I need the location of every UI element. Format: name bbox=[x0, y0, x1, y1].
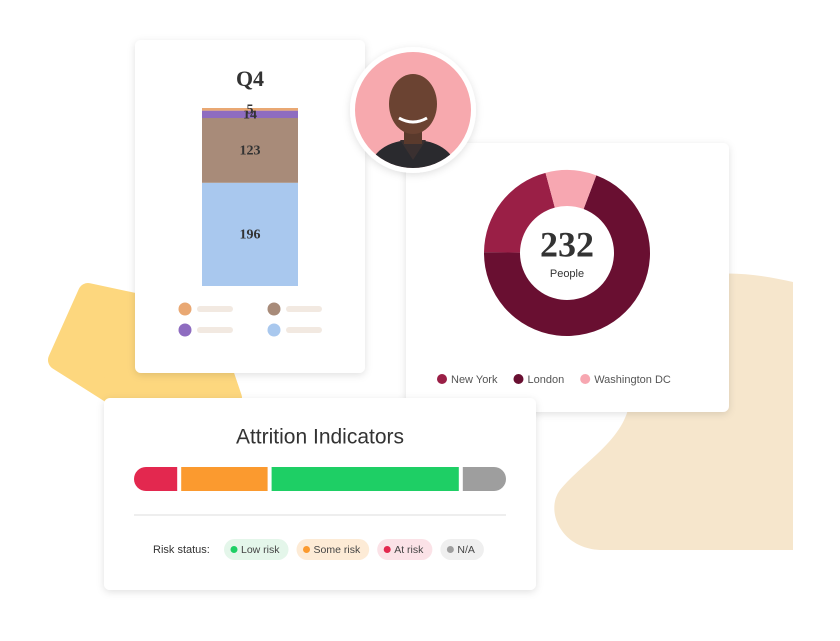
legend-placeholder bbox=[197, 306, 233, 312]
legend-placeholder bbox=[197, 327, 233, 333]
bar-segment bbox=[202, 118, 298, 183]
legend-label: N/A bbox=[457, 544, 475, 556]
data-label: 5 bbox=[247, 103, 254, 118]
legend-label: Low risk bbox=[241, 544, 280, 556]
legend-swatch bbox=[513, 374, 524, 384]
legend-swatch bbox=[267, 323, 281, 337]
legend-pill bbox=[440, 539, 484, 560]
bar-segment bbox=[202, 108, 298, 111]
legend-swatch bbox=[303, 546, 311, 553]
legend-label: At risk bbox=[394, 544, 424, 556]
legend-title: Risk status: bbox=[153, 544, 210, 556]
bar-segment bbox=[134, 467, 178, 491]
donut-slice bbox=[484, 172, 555, 253]
bar-segment bbox=[462, 467, 506, 491]
legend-swatch bbox=[230, 546, 238, 553]
legend-pill bbox=[296, 539, 370, 560]
data-label: 196 bbox=[240, 228, 261, 243]
legend-swatch bbox=[178, 323, 192, 337]
bar-segment bbox=[202, 110, 298, 119]
legend-swatch bbox=[383, 546, 391, 553]
donut-card bbox=[406, 143, 729, 412]
legend-label: London bbox=[527, 374, 564, 386]
data-label: 123 bbox=[240, 144, 261, 159]
legend-pill bbox=[377, 539, 433, 560]
donut-center-label: People bbox=[550, 268, 584, 280]
bar-segment bbox=[202, 182, 298, 286]
legend-swatch bbox=[437, 374, 447, 384]
legend-pill bbox=[224, 539, 289, 560]
legend-placeholder bbox=[286, 327, 322, 333]
legend-swatch bbox=[267, 302, 281, 316]
legend-label: New York bbox=[451, 374, 498, 386]
donut-center-value: 232 bbox=[540, 224, 594, 264]
legend-swatch bbox=[580, 374, 591, 384]
legend-swatch bbox=[178, 302, 192, 316]
attrition-bar bbox=[134, 467, 506, 491]
legend-placeholder bbox=[286, 306, 322, 312]
chart-title: Attrition Indicators bbox=[236, 426, 404, 449]
legend-label: Some risk bbox=[314, 544, 361, 556]
legend-swatch bbox=[446, 546, 454, 553]
data-label: 14 bbox=[243, 108, 257, 123]
avatar bbox=[350, 47, 476, 173]
chart-title: Q4 bbox=[236, 66, 264, 91]
donut-slice bbox=[545, 170, 597, 210]
bar-segment bbox=[181, 467, 268, 491]
bar-segment bbox=[271, 467, 459, 491]
legend-label: Washington DC bbox=[594, 374, 671, 386]
donut-slice bbox=[484, 175, 651, 336]
